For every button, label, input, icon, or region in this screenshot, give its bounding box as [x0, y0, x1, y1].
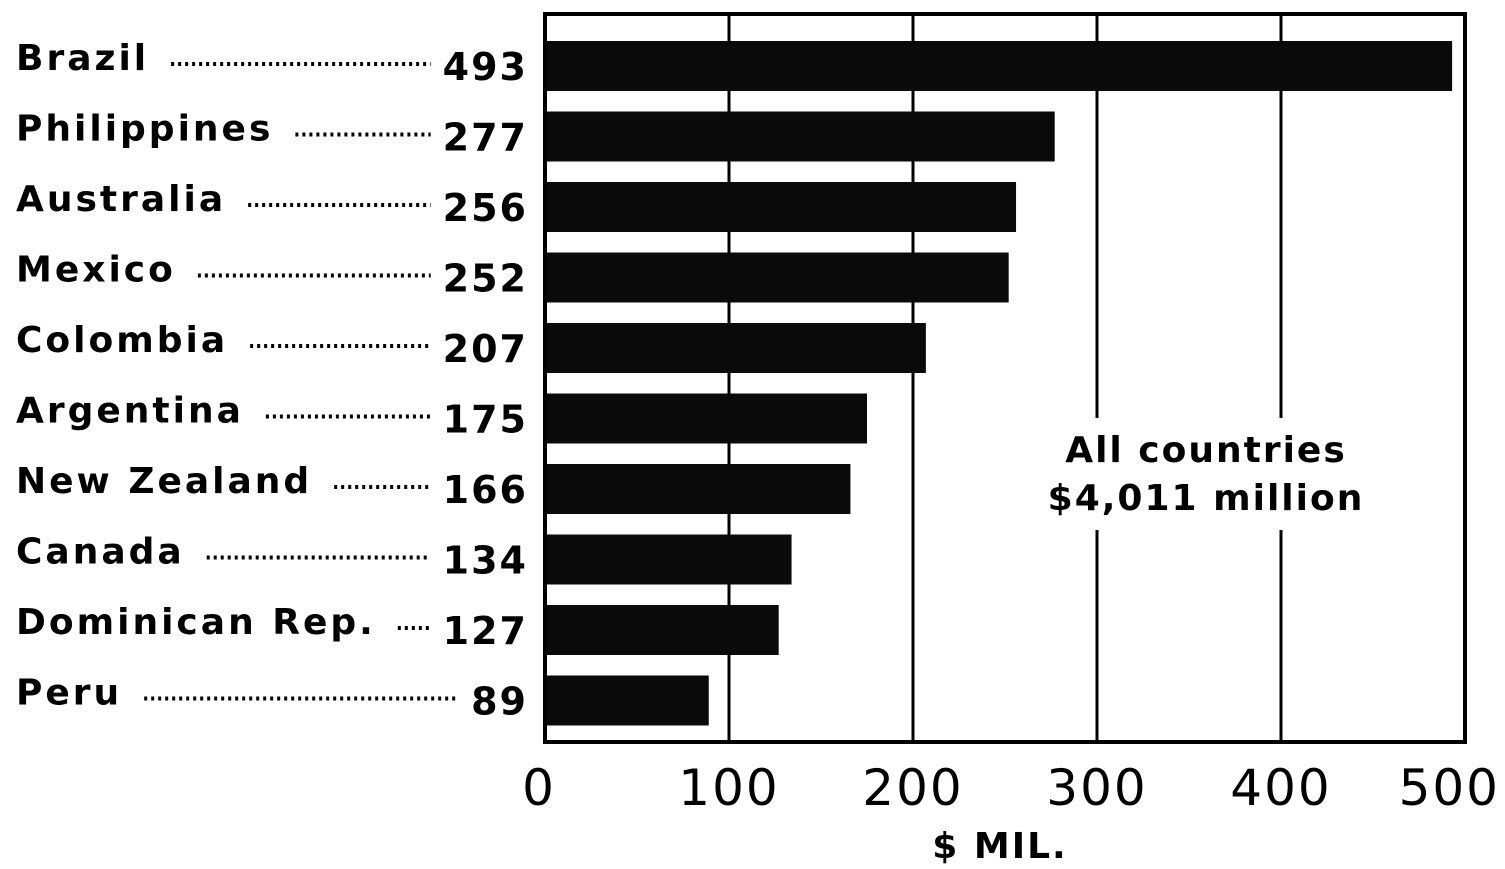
bar-peru [545, 675, 709, 726]
value-label-canada: 134 [443, 539, 528, 583]
bar-new-zealand [545, 464, 851, 514]
plot-frame [543, 12, 1467, 744]
category-label-canada: Canada [16, 532, 185, 573]
category-label-philippines: Philippines [16, 109, 273, 150]
x-tick-label-0: 0 [522, 759, 556, 817]
category-label-peru: Peru [16, 673, 122, 714]
bars [545, 41, 1453, 726]
x-axis-title: $ MIL. [932, 826, 1067, 865]
category-label-australia: Australia [16, 179, 226, 220]
category-label-argentina: Argentina [16, 391, 244, 432]
bar-australia [545, 182, 1017, 232]
x-axis-ticks: 0 100 200 300 400 500 [522, 759, 1500, 817]
bar-brazil [545, 41, 1453, 91]
annotation-background [1050, 418, 1360, 530]
value-label-dominican-rep: 127 [443, 609, 528, 653]
x-tick-label-200: 200 [862, 759, 963, 817]
category-label-new-zealand: New Zealand [16, 461, 312, 502]
value-label-new-zealand: 166 [443, 468, 528, 512]
bar-mexico [545, 252, 1009, 303]
value-label-colombia: 207 [443, 327, 528, 371]
annotation-line-1: All countries [1065, 430, 1347, 471]
bar-dominican-rep [545, 605, 779, 655]
bar-philippines [545, 111, 1055, 162]
value-label-mexico: 252 [443, 257, 528, 301]
x-tick-label-100: 100 [678, 759, 779, 817]
category-label-dominican-rep: Dominican Rep. [16, 602, 376, 643]
x-tick-label-400: 400 [1230, 759, 1331, 817]
value-label-argentina: 175 [443, 398, 528, 442]
x-tick-label-500: 500 [1399, 759, 1500, 817]
category-label-colombia: Colombia [16, 320, 228, 361]
annotation-line-2: $4,011 million [1048, 478, 1365, 519]
category-labels: Brazil 493 Philippines 277 Australia 256 Mexic… [16, 38, 528, 724]
bar-argentina [545, 393, 867, 444]
bar-colombia [545, 323, 926, 373]
plot-border [543, 12, 1467, 744]
value-label-brazil: 493 [443, 45, 528, 89]
category-label-mexico: Mexico [16, 250, 176, 291]
value-label-peru: 89 [471, 680, 528, 724]
bar-canada [545, 534, 792, 585]
x-tick-label-300: 300 [1046, 759, 1147, 817]
value-label-philippines: 277 [443, 116, 528, 160]
value-label-australia: 256 [443, 186, 528, 230]
category-label-brazil: Brazil [16, 38, 149, 79]
